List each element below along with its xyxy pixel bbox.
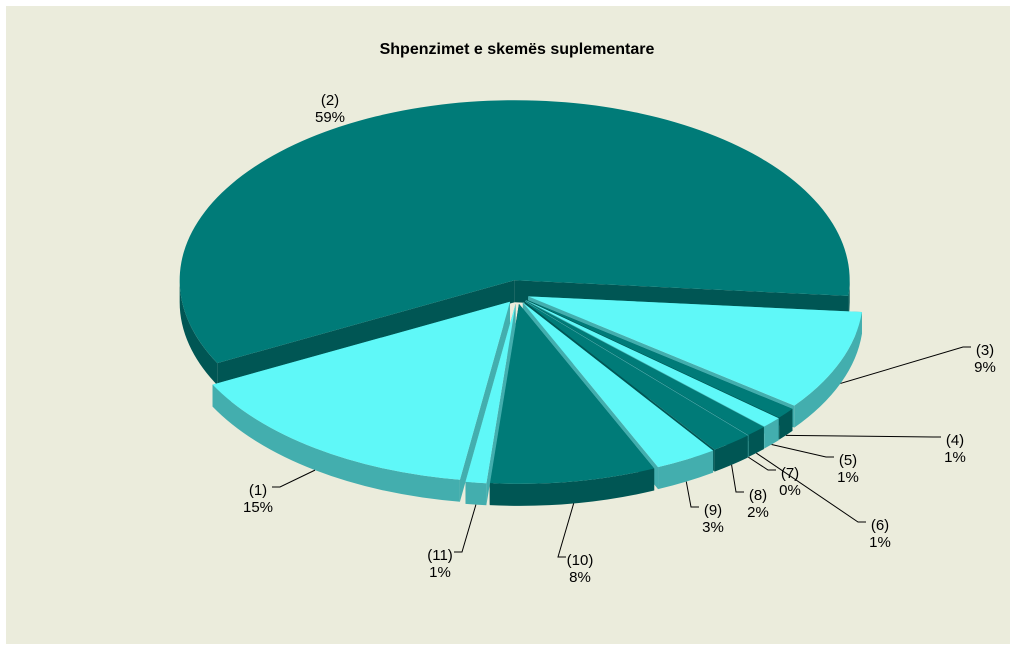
category-label: (3) [976,342,994,359]
slice-wall [179,280,218,386]
slice-top [526,299,793,418]
leader-line [748,456,776,471]
slice-top [524,300,749,436]
slice-top [522,302,714,468]
category-label: (4) [946,432,964,449]
slice-side [459,301,511,502]
value-label: 2% [747,504,769,521]
slice-wall [212,384,460,502]
value-label: 1% [944,449,966,466]
slice-wall [794,312,862,428]
value-label: 8% [569,569,591,586]
value-label: 1% [837,469,859,486]
slice-wall [779,408,793,440]
value-label: 59% [315,109,345,126]
category-label: (1) [249,482,267,499]
value-label: 1% [429,564,451,581]
slice-side [217,280,515,386]
leader-line [785,434,941,438]
slice-wall [714,435,748,472]
slice-top [525,300,764,435]
slice-wall [764,418,779,449]
category-label: (8) [749,487,767,504]
slice-top [212,301,511,480]
leader-line [557,503,575,558]
slice-wall [848,280,850,318]
value-label: 15% [243,499,273,516]
category-label: (5) [839,452,857,469]
slice-top [489,303,655,484]
slice-wall [465,481,487,506]
category-label: (10) [567,552,594,569]
category-label: (7) [781,465,799,482]
slice [179,100,850,386]
value-label: 9% [974,359,996,376]
chart-title: Shpenzimet e skemës suplementare [380,41,655,58]
category-label: (6) [871,517,889,534]
leader-line [731,464,744,493]
slice-top [528,296,862,406]
category-label: (2) [321,92,339,109]
slice-wall [658,450,714,490]
slice-wall [489,468,655,506]
leader-line [756,452,866,523]
leader-line [685,481,699,508]
category-label: (9) [704,502,722,519]
category-label: (11) [427,547,453,564]
value-label: 0% [779,482,801,499]
slice [212,301,511,502]
slice-top [524,301,748,450]
leader-line [771,443,834,458]
leader-line [272,469,316,488]
slice [465,303,516,506]
leader-line [840,346,971,384]
slice [489,303,655,506]
slice-wall [748,427,764,457]
slice-top [179,100,850,364]
value-label: 3% [702,519,724,536]
leader-line [454,504,477,553]
value-label: 1% [869,534,891,551]
slice-top [465,303,516,484]
slice-side [486,303,516,506]
slice-top [525,300,779,427]
